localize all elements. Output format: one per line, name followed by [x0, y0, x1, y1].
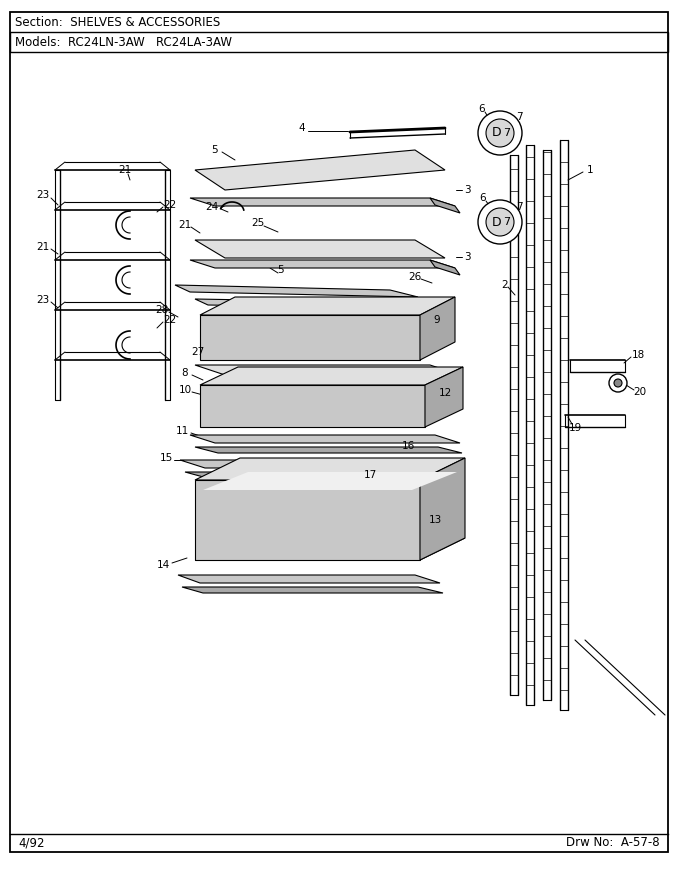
Text: 14: 14 — [156, 560, 169, 570]
Text: 3: 3 — [464, 185, 471, 195]
Polygon shape — [195, 240, 445, 258]
Text: 4: 4 — [299, 123, 305, 133]
Polygon shape — [430, 260, 460, 275]
Circle shape — [609, 374, 627, 392]
Text: 23: 23 — [36, 190, 50, 200]
Text: 20: 20 — [634, 387, 647, 397]
Text: 15: 15 — [159, 453, 173, 463]
Polygon shape — [200, 315, 420, 360]
Text: 21: 21 — [178, 220, 192, 230]
Text: 27: 27 — [191, 347, 205, 357]
Text: 23: 23 — [36, 295, 50, 305]
Text: 12: 12 — [439, 388, 452, 398]
Polygon shape — [175, 285, 418, 297]
Polygon shape — [200, 385, 425, 427]
Circle shape — [486, 119, 514, 147]
Text: 21: 21 — [36, 242, 50, 252]
Text: 10: 10 — [178, 385, 192, 395]
Text: 28: 28 — [155, 305, 169, 315]
Circle shape — [478, 111, 522, 155]
Polygon shape — [425, 367, 463, 427]
Polygon shape — [200, 367, 463, 385]
Text: 5: 5 — [277, 265, 284, 275]
Text: 3: 3 — [464, 252, 471, 262]
Text: 7: 7 — [515, 202, 522, 212]
Text: Models:  RC24LN-3AW   RC24LA-3AW: Models: RC24LN-3AW RC24LA-3AW — [15, 36, 232, 48]
Polygon shape — [200, 297, 455, 315]
Polygon shape — [195, 447, 462, 453]
Text: 5: 5 — [211, 145, 218, 155]
Polygon shape — [203, 472, 457, 490]
Text: 4/92: 4/92 — [18, 837, 44, 849]
Polygon shape — [195, 538, 465, 560]
Text: 26: 26 — [409, 272, 422, 282]
Bar — [10, 32, 668, 52]
Text: Section:  SHELVES & ACCESSORIES: Section: SHELVES & ACCESSORIES — [15, 17, 220, 29]
Text: 2: 2 — [502, 280, 509, 290]
Text: 19: 19 — [568, 423, 581, 433]
Text: 24: 24 — [205, 202, 219, 212]
Text: 1: 1 — [587, 165, 594, 175]
Text: 6: 6 — [479, 104, 486, 114]
Text: 8: 8 — [182, 368, 188, 378]
Circle shape — [478, 200, 522, 244]
Text: D: D — [492, 215, 502, 229]
Text: 22: 22 — [163, 315, 177, 325]
Polygon shape — [185, 472, 460, 478]
Polygon shape — [420, 297, 455, 360]
Polygon shape — [195, 150, 445, 190]
Polygon shape — [182, 587, 443, 593]
Text: 18: 18 — [631, 350, 645, 360]
Text: 7: 7 — [503, 128, 511, 138]
Text: 17: 17 — [363, 470, 377, 480]
Circle shape — [486, 208, 514, 236]
Polygon shape — [195, 365, 460, 375]
Polygon shape — [190, 198, 455, 206]
Text: 16: 16 — [401, 441, 415, 451]
Polygon shape — [190, 435, 460, 443]
Text: 21: 21 — [118, 165, 132, 175]
Text: Drw No:  A-57-8: Drw No: A-57-8 — [566, 837, 660, 849]
Text: D: D — [492, 126, 502, 140]
Text: 22: 22 — [163, 200, 177, 210]
Text: 7: 7 — [515, 112, 522, 122]
Polygon shape — [178, 575, 440, 583]
Text: 11: 11 — [175, 426, 188, 436]
Polygon shape — [420, 458, 465, 560]
Text: 7: 7 — [503, 217, 511, 227]
Text: 6: 6 — [479, 193, 486, 203]
Polygon shape — [180, 460, 458, 468]
Polygon shape — [195, 458, 465, 480]
Polygon shape — [195, 480, 420, 560]
Circle shape — [614, 379, 622, 387]
Polygon shape — [190, 260, 455, 268]
Polygon shape — [195, 299, 445, 309]
Text: 13: 13 — [428, 515, 441, 525]
Polygon shape — [430, 198, 460, 213]
Text: 9: 9 — [434, 315, 441, 325]
Text: 25: 25 — [252, 218, 265, 228]
